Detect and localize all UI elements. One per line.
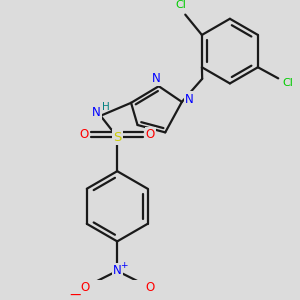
Text: Cl: Cl: [282, 78, 293, 88]
Text: O: O: [146, 128, 155, 141]
Text: Cl: Cl: [175, 0, 186, 11]
Text: O: O: [145, 281, 154, 294]
Text: O: O: [79, 128, 88, 141]
Text: N: N: [152, 72, 160, 85]
Text: N: N: [113, 264, 122, 278]
Text: −: −: [68, 287, 81, 300]
Text: +: +: [120, 261, 127, 270]
Text: N: N: [92, 106, 100, 119]
Text: S: S: [113, 130, 122, 143]
Text: N: N: [185, 93, 194, 106]
Text: H: H: [102, 101, 110, 112]
Text: O: O: [80, 281, 89, 294]
